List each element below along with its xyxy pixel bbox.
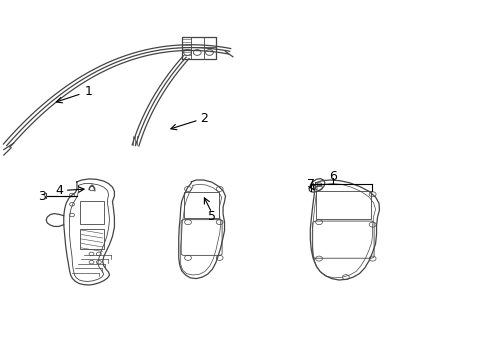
Bar [80, 229, 104, 249]
Text: 7: 7 [307, 178, 315, 191]
Bar [316, 192, 371, 219]
Text: 4: 4 [55, 184, 63, 197]
Text: 2: 2 [199, 112, 208, 125]
Bar [184, 192, 219, 217]
Text: 3: 3 [38, 190, 46, 203]
Bar [80, 202, 104, 224]
Text: 1: 1 [84, 85, 92, 98]
Text: 5: 5 [208, 210, 216, 223]
Text: 6: 6 [329, 170, 337, 183]
